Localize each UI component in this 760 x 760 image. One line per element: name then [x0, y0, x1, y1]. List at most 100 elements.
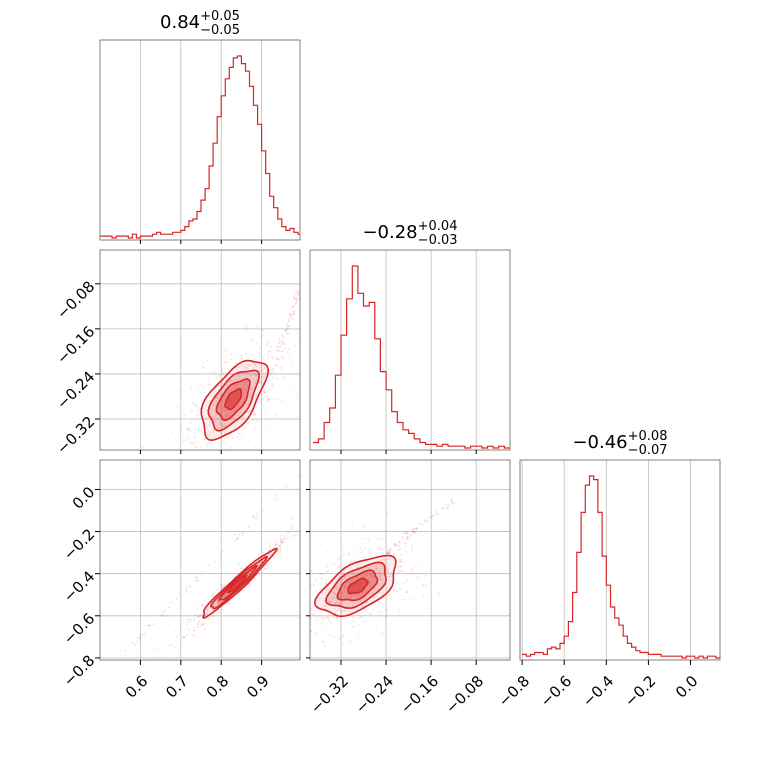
sample-point	[363, 620, 366, 623]
sample-point	[349, 596, 352, 599]
sample-point	[254, 382, 257, 385]
sample-point	[175, 468, 177, 470]
sample-point	[335, 594, 338, 596]
sample-point	[430, 515, 433, 518]
sample-point	[320, 507, 322, 509]
sample-point	[174, 646, 177, 649]
sample-point	[288, 608, 290, 610]
sample-point	[300, 521, 302, 523]
sample-point	[301, 611, 303, 613]
sample-point	[356, 576, 359, 579]
sample-point	[189, 585, 192, 588]
sample-point	[268, 397, 271, 400]
sample-point	[223, 425, 226, 428]
sample-point	[389, 549, 392, 552]
sample-point	[216, 602, 219, 605]
sample-point	[402, 570, 405, 573]
sample-point	[288, 318, 291, 321]
sample-point	[355, 578, 358, 581]
sample-point	[303, 630, 305, 632]
sample-point	[390, 597, 392, 600]
sample-point	[201, 622, 204, 625]
sample-point	[342, 571, 345, 574]
sample-point	[196, 576, 199, 579]
sample-point	[241, 418, 244, 421]
sample-point	[224, 437, 227, 440]
sample-point	[280, 350, 283, 353]
sample-point	[224, 413, 227, 416]
x-tick-label: −0.24	[352, 672, 397, 717]
sample-point	[269, 374, 272, 377]
sample-point	[259, 351, 261, 354]
sample-point	[183, 414, 186, 417]
sample-point	[215, 588, 218, 591]
sample-point	[396, 581, 399, 584]
y-tick-label: −0.24	[53, 368, 98, 413]
sample-point	[404, 531, 406, 534]
sample-point	[295, 297, 298, 300]
sample-point	[217, 601, 219, 604]
sample-point	[406, 536, 408, 539]
panel-frame	[309, 249, 511, 451]
sample-point	[424, 575, 427, 578]
sample-point	[185, 591, 188, 594]
sample-point	[329, 601, 332, 604]
sample-point	[410, 544, 413, 547]
sample-point	[245, 381, 248, 384]
sample-point	[414, 565, 417, 568]
sample-point	[285, 485, 288, 488]
y-tick-label: −0.6	[60, 609, 98, 647]
sample-point	[330, 500, 332, 502]
contour-level-1	[347, 577, 369, 595]
sample-point	[217, 601, 220, 604]
sample-point	[410, 572, 412, 575]
sample-point	[320, 622, 323, 625]
sample-point	[381, 632, 384, 635]
sample-point	[331, 597, 334, 600]
sample-point	[416, 527, 419, 530]
sample-point	[331, 569, 333, 572]
sample-point	[225, 417, 228, 419]
sample-point	[261, 378, 264, 381]
sample-point	[303, 336, 305, 338]
sample-point	[357, 617, 360, 620]
sample-point	[260, 401, 263, 404]
sample-point	[364, 597, 366, 600]
sample-point	[217, 601, 220, 603]
sample-point	[293, 344, 296, 347]
sample-point	[206, 609, 209, 612]
sample-point	[219, 394, 222, 397]
sample-point	[447, 504, 450, 507]
contour-level-1	[224, 388, 242, 411]
sample-point	[375, 625, 378, 628]
sample-point	[205, 613, 208, 615]
sample-point	[290, 518, 293, 521]
sample-point	[223, 361, 226, 363]
sample-point	[279, 366, 282, 369]
sample-point	[174, 439, 177, 442]
sample-point	[286, 617, 288, 619]
sample-point	[134, 644, 137, 646]
sample-point	[267, 350, 270, 353]
sample-point	[255, 373, 258, 376]
sample-point	[415, 527, 418, 530]
sample-point	[281, 342, 284, 345]
sample-point	[271, 383, 274, 386]
sample-point	[340, 548, 343, 551]
sample-point	[252, 419, 255, 421]
sample-point	[215, 397, 218, 400]
sample-point	[386, 570, 389, 573]
sample-point	[369, 613, 372, 616]
sample-point	[321, 641, 324, 644]
sample-point	[387, 547, 390, 550]
sample-point	[259, 335, 261, 338]
sample-point	[394, 543, 397, 546]
sample-point	[256, 516, 259, 519]
sample-point	[397, 571, 400, 574]
sample-point	[281, 335, 284, 337]
sample-point	[364, 555, 367, 558]
sample-point	[304, 631, 306, 633]
sample-point	[216, 600, 219, 603]
sample-point	[241, 388, 244, 391]
sample-point	[186, 620, 189, 623]
